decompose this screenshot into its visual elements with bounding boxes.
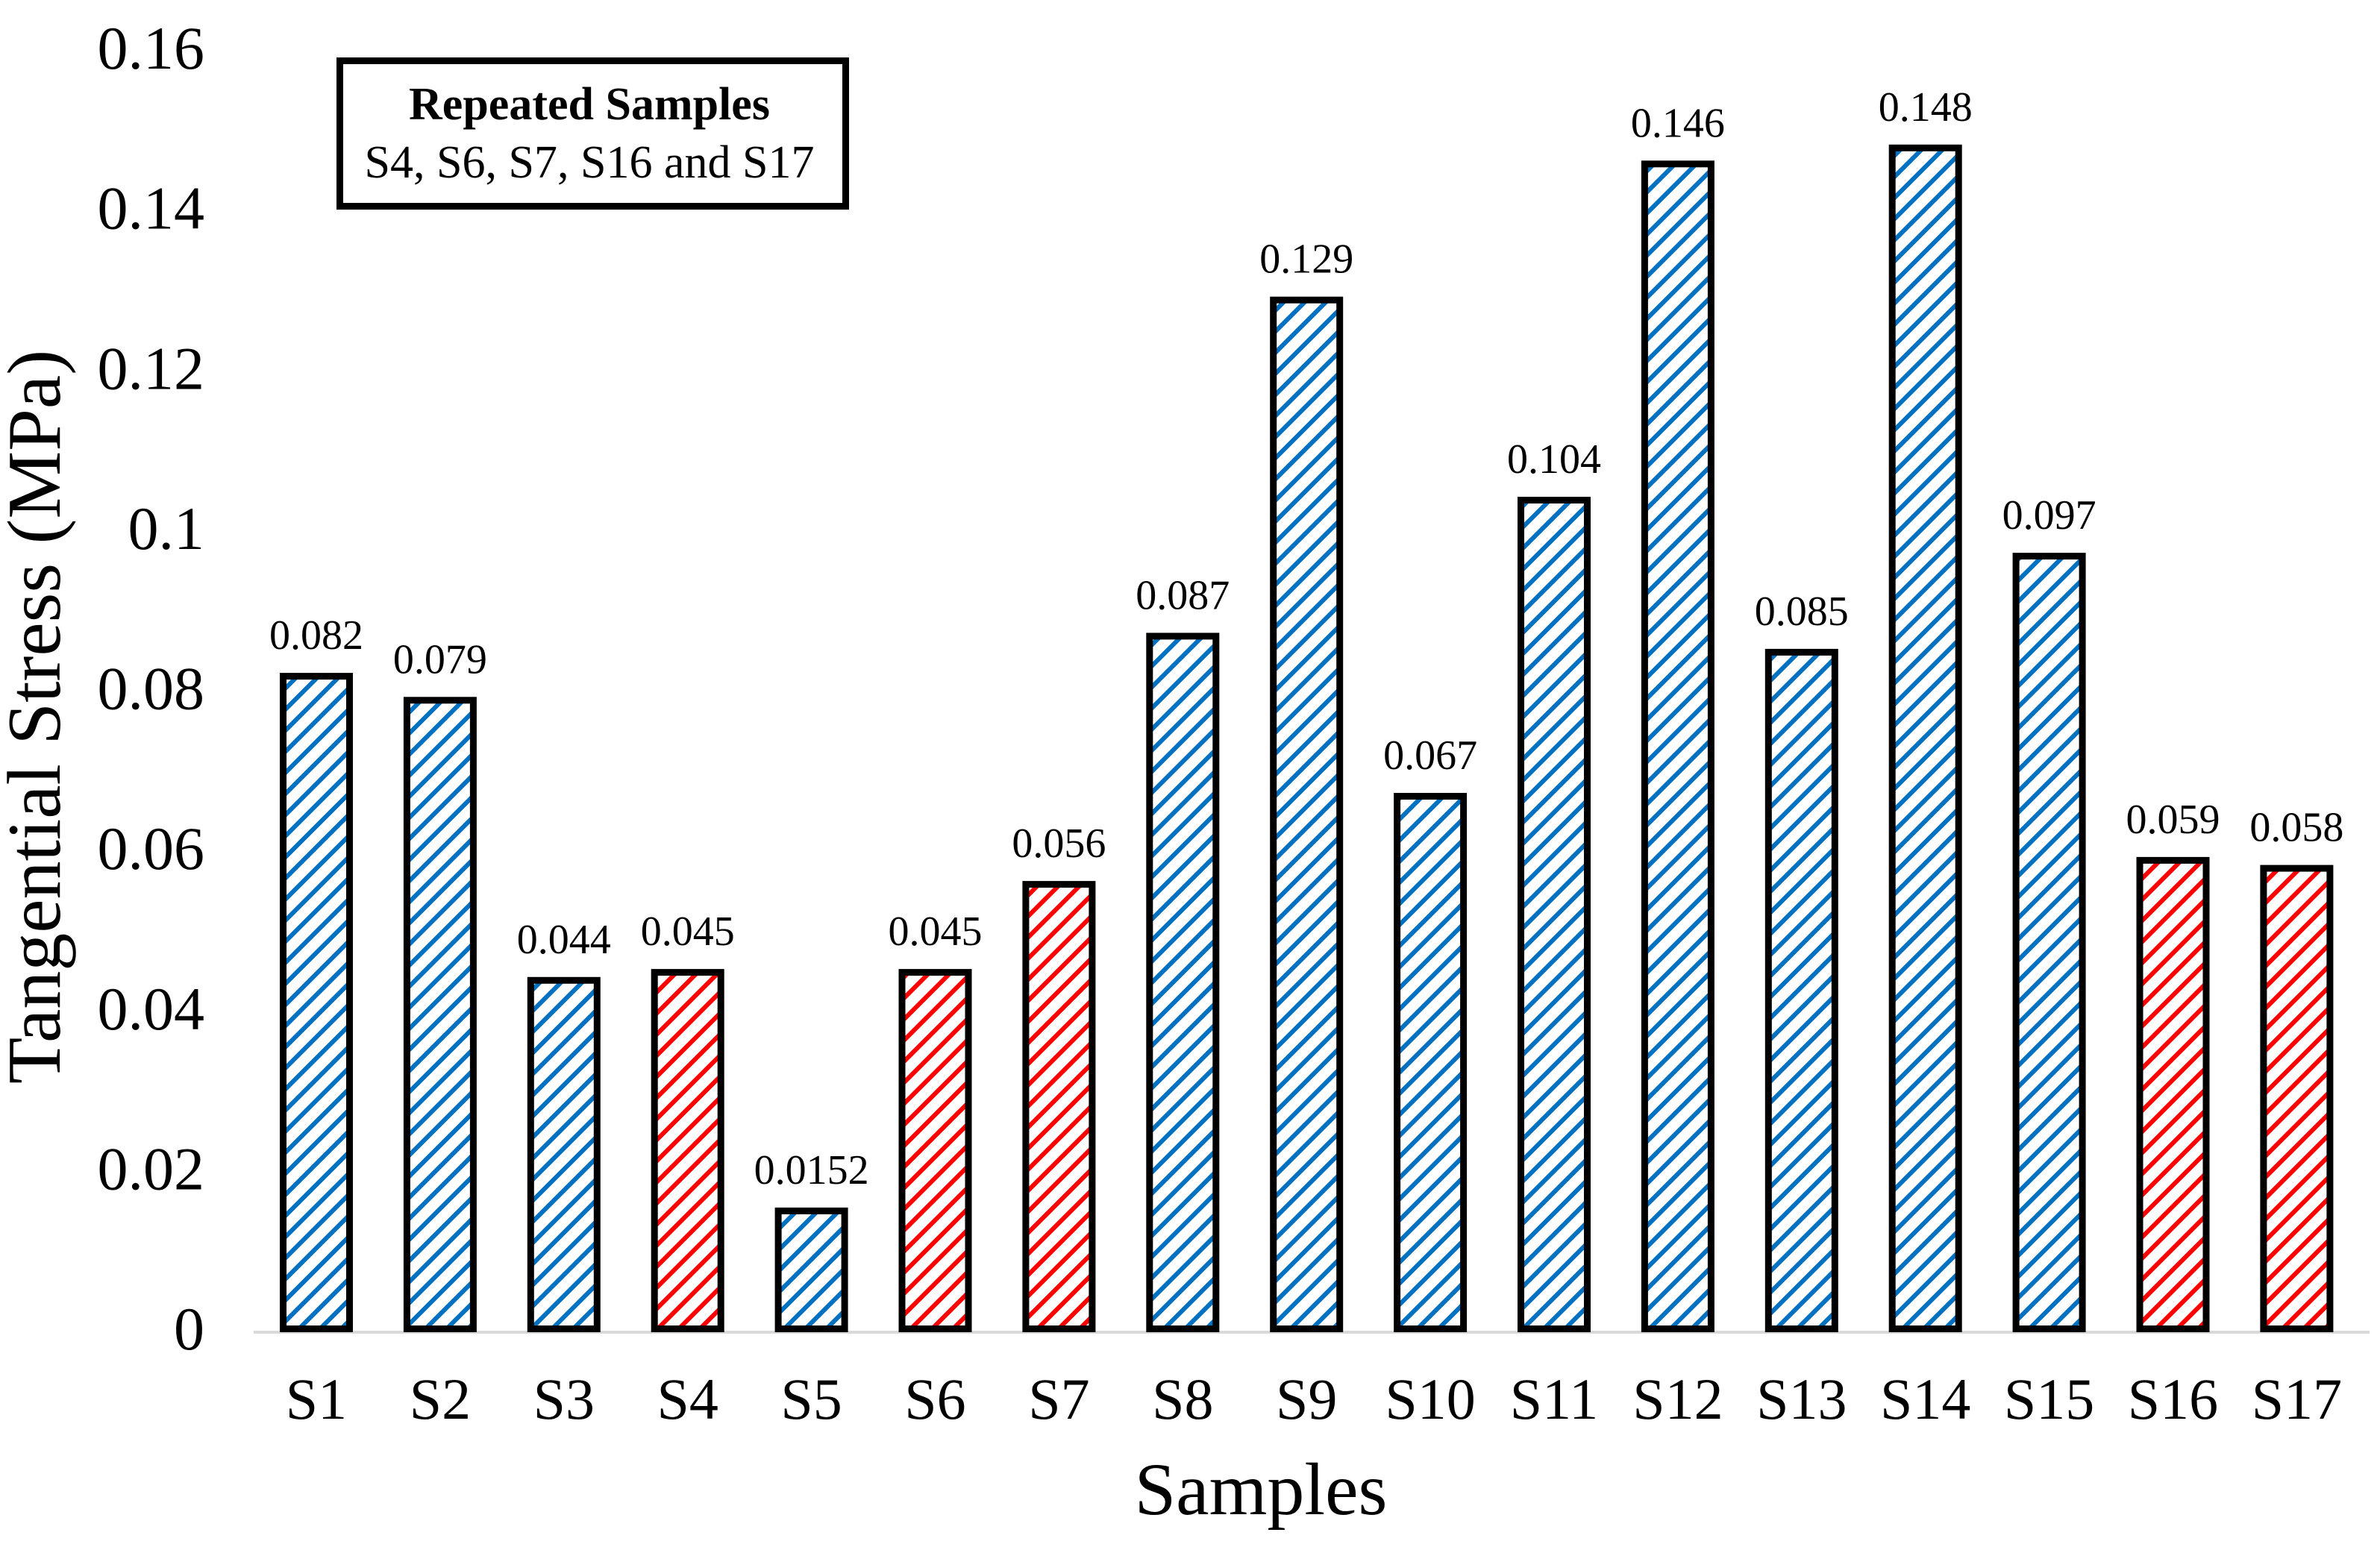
svg-text:0.0152: 0.0152	[754, 1147, 869, 1193]
svg-text:S11: S11	[1510, 1367, 1599, 1431]
svg-text:0.129: 0.129	[1259, 236, 1353, 283]
svg-text:0.044: 0.044	[517, 917, 611, 963]
svg-text:0.056: 0.056	[1012, 821, 1106, 867]
svg-text:S6: S6	[904, 1367, 965, 1431]
svg-text:0.16: 0.16	[98, 14, 205, 82]
svg-text:0.146: 0.146	[1631, 100, 1725, 146]
svg-text:0.06: 0.06	[98, 815, 205, 882]
svg-text:0.14: 0.14	[98, 175, 205, 242]
svg-text:S9: S9	[1276, 1367, 1337, 1431]
svg-text:0.045: 0.045	[889, 909, 983, 955]
svg-text:S5: S5	[780, 1367, 842, 1431]
svg-text:S15: S15	[2004, 1367, 2094, 1431]
svg-text:0.058: 0.058	[2249, 805, 2343, 851]
svg-text:0.08: 0.08	[98, 655, 205, 723]
svg-text:0.067: 0.067	[1383, 732, 1477, 779]
svg-text:S4: S4	[657, 1367, 718, 1431]
svg-text:S4, S6, S7, S16 and S17: S4, S6, S7, S16 and S17	[365, 137, 815, 188]
svg-text:0.104: 0.104	[1507, 436, 1601, 483]
svg-text:Tangential Stress (MPa): Tangential Stress (MPa)	[0, 350, 77, 1084]
svg-text:S14: S14	[1880, 1367, 1970, 1431]
svg-text:S3: S3	[533, 1367, 595, 1431]
svg-text:S7: S7	[1028, 1367, 1089, 1431]
svg-text:0.097: 0.097	[2002, 492, 2096, 539]
svg-text:0.02: 0.02	[98, 1135, 205, 1202]
svg-text:0: 0	[174, 1295, 204, 1363]
svg-text:Samples: Samples	[1135, 1448, 1388, 1531]
svg-text:S16: S16	[2128, 1367, 2218, 1431]
svg-text:0.059: 0.059	[2126, 797, 2220, 843]
svg-text:S2: S2	[410, 1367, 471, 1431]
svg-text:0.085: 0.085	[1755, 589, 1849, 635]
svg-text:S1: S1	[286, 1367, 347, 1431]
svg-text:S10: S10	[1385, 1367, 1475, 1431]
svg-text:0.04: 0.04	[98, 975, 205, 1043]
svg-text:0.1: 0.1	[128, 495, 205, 562]
svg-text:0.082: 0.082	[269, 612, 363, 659]
svg-text:0.148: 0.148	[1879, 84, 1973, 131]
svg-text:0.079: 0.079	[393, 636, 487, 683]
svg-text:S12: S12	[1632, 1367, 1723, 1431]
svg-text:S13: S13	[1756, 1367, 1847, 1431]
svg-text:S17: S17	[2252, 1367, 2342, 1431]
svg-text:0.045: 0.045	[641, 909, 735, 955]
svg-text:0.087: 0.087	[1136, 572, 1230, 618]
svg-text:S8: S8	[1152, 1367, 1213, 1431]
svg-text:0.12: 0.12	[98, 334, 205, 402]
svg-text:Repeated Samples: Repeated Samples	[409, 79, 770, 130]
